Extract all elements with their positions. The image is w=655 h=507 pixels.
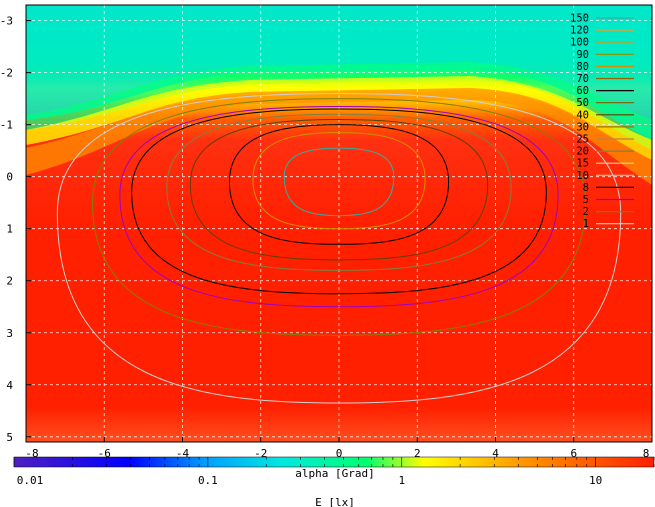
legend-label: 50 (576, 97, 589, 109)
legend-label: 120 (570, 25, 589, 37)
plot-area (26, 5, 652, 442)
colorbar-tick-label: 1 (398, 474, 405, 487)
y-tick-label: 4 (6, 379, 13, 392)
heatmap-orange-band (26, 88, 652, 185)
colorbar-ticks: 0.01 0.1 1 10 (13, 457, 655, 487)
legend-label: 15 (576, 158, 589, 170)
colorbar-tick-label: 0.01 (17, 474, 44, 487)
y-tick-label: 2 (6, 275, 13, 288)
contour-150 (283, 147, 395, 217)
legend-label: 90 (576, 49, 589, 61)
legend-label: 100 (570, 37, 589, 49)
colorbar (13, 456, 655, 468)
legend-label: 25 (576, 134, 589, 146)
colorbar-tick-label: 10 (589, 474, 602, 487)
colorbar-tick-label: 0.1 (198, 474, 218, 487)
contour-5 (119, 105, 559, 308)
legend-label: 5 (583, 194, 589, 206)
colorbar-title: E [lx] (315, 496, 355, 507)
heatmap-upper-band (26, 5, 652, 140)
y-tick-label: 5 (6, 431, 13, 444)
contour-2 (92, 98, 586, 336)
legend-label: 2 (583, 206, 589, 218)
contour-40 (189, 118, 489, 261)
contour-1 (56, 92, 622, 404)
legend-label: 80 (576, 61, 589, 73)
y-tick-label: 0 (6, 171, 13, 184)
x-tick-label: 0 (336, 447, 343, 460)
contour-8 (131, 108, 547, 295)
contour-lines (56, 92, 622, 404)
x-tick-label: 8 (643, 447, 650, 460)
legend-label: 40 (576, 109, 589, 121)
x-axis-title: alpha [Grad] (295, 467, 374, 480)
y-tick-label: 3 (6, 327, 13, 340)
y-tick-label: -1 (0, 119, 13, 132)
legend-label: 8 (583, 182, 589, 194)
legend-label: 1 (583, 218, 589, 230)
contour-80 (252, 131, 426, 230)
contour-20 (166, 113, 512, 271)
x-tick-label: 4 (492, 447, 499, 460)
legend-label: 70 (576, 73, 589, 85)
x-tick-label: 6 (570, 447, 577, 460)
legend-label: 60 (576, 85, 589, 97)
legend-label: 30 (576, 121, 589, 133)
contour-60 (228, 124, 450, 245)
legend-label: 150 (570, 13, 589, 25)
y-tick-label: -2 (0, 67, 13, 80)
legend-label: 20 (576, 146, 589, 158)
y-tick-label: 1 (6, 223, 13, 236)
x-tick-label: 2 (414, 447, 421, 460)
legend-label: 10 (576, 170, 589, 182)
y-tick-label: -3 (0, 15, 13, 28)
y-axis-ticks: -3 -2 -1 0 1 2 3 4 5 (0, 15, 31, 444)
